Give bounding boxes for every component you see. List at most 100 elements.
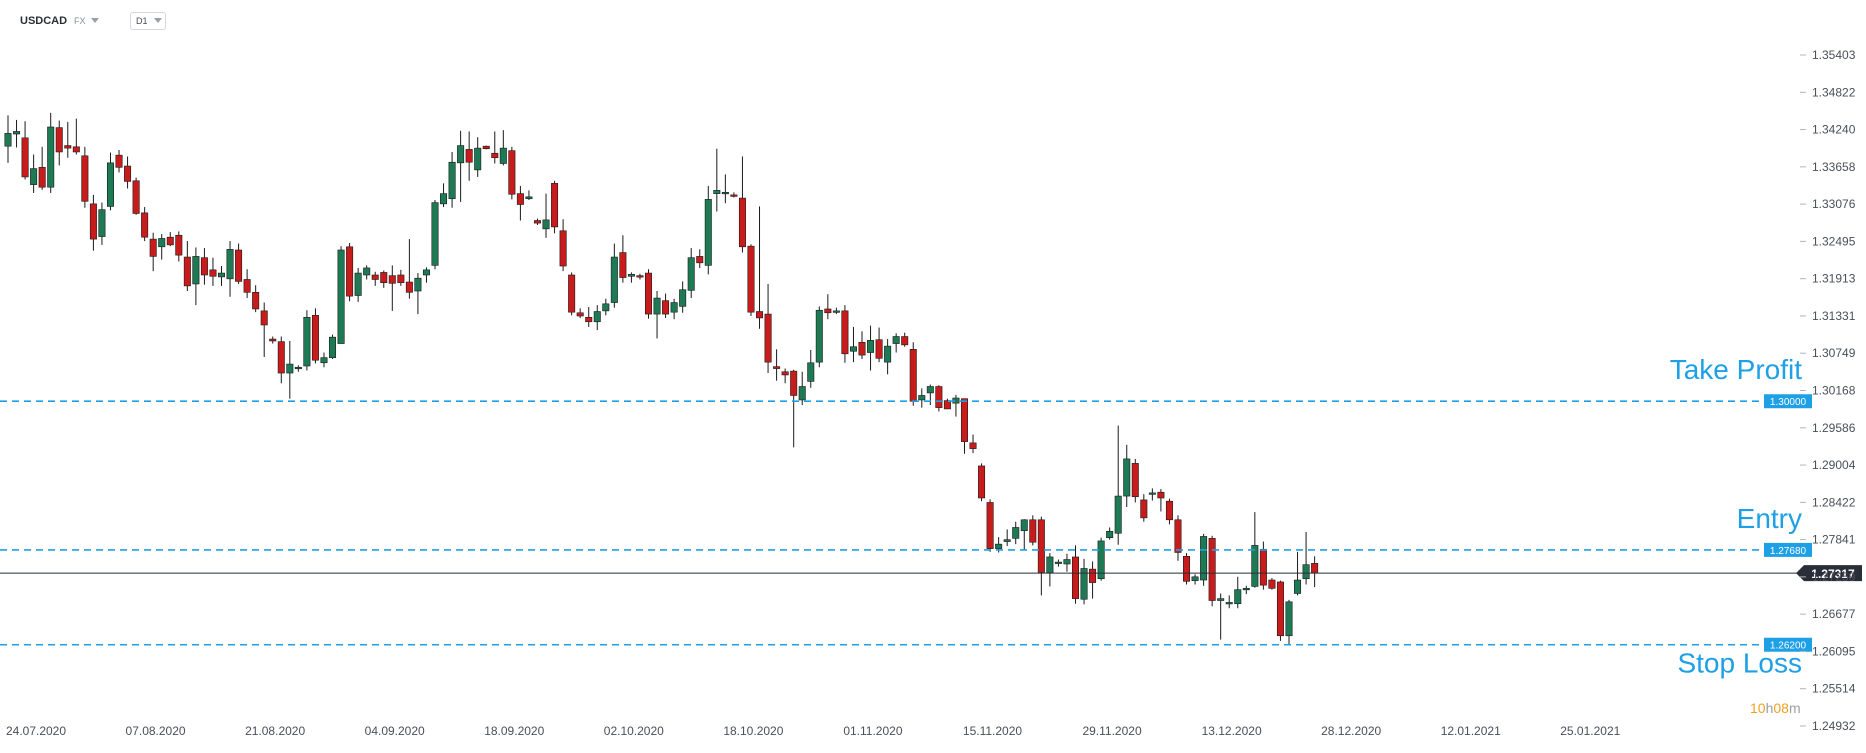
x-tick-label: 24.07.2020 xyxy=(6,724,66,738)
candle-body xyxy=(1140,499,1148,519)
y-tick-label: 1.34240 xyxy=(1812,123,1856,137)
timeframe-chevron-down-icon[interactable] xyxy=(154,18,162,23)
candle-body xyxy=(431,202,439,266)
candle xyxy=(593,305,601,331)
candle-body xyxy=(747,245,755,313)
candle xyxy=(1276,580,1284,641)
candle xyxy=(841,305,849,363)
candle xyxy=(807,349,815,388)
candle-body xyxy=(1046,556,1054,574)
candle xyxy=(465,131,473,181)
candle xyxy=(72,118,80,155)
candle xyxy=(1268,578,1276,590)
candle-body xyxy=(627,274,635,277)
candle-body xyxy=(832,310,840,313)
candle-body xyxy=(585,316,593,323)
candle-body xyxy=(21,137,29,178)
candle xyxy=(747,244,755,317)
candle xyxy=(30,154,38,193)
level-price-tag xyxy=(1764,542,1812,557)
candle xyxy=(1285,599,1293,645)
x-tick-label: 13.12.2020 xyxy=(1202,724,1262,738)
candle-body xyxy=(773,366,781,369)
candle-body xyxy=(644,272,652,315)
candle xyxy=(252,285,260,313)
candle-body xyxy=(576,312,584,317)
candle-body xyxy=(807,362,815,382)
candle-body xyxy=(858,341,866,356)
candle-body xyxy=(226,249,234,280)
x-tick-label: 02.10.2020 xyxy=(604,724,664,738)
timeframe-selector[interactable] xyxy=(130,12,166,30)
candle-body xyxy=(884,345,892,363)
candle-body xyxy=(106,162,114,207)
candle-body xyxy=(491,152,499,159)
candle xyxy=(935,385,943,412)
candle-body xyxy=(414,277,422,292)
candle-body xyxy=(559,230,567,267)
candle-body xyxy=(1037,519,1045,573)
timer-hours-unit: h xyxy=(1765,700,1774,716)
candle xyxy=(1063,553,1071,572)
timer-minutes-unit: m xyxy=(1788,700,1801,716)
x-tick-label: 18.09.2020 xyxy=(484,724,544,738)
candle-body xyxy=(815,309,823,363)
candle-body xyxy=(978,465,986,499)
x-tick-label: 12.01.2021 xyxy=(1441,724,1501,738)
candle xyxy=(773,349,781,381)
candle-body xyxy=(303,316,311,367)
candle xyxy=(721,174,729,204)
x-axis[interactable]: 24.07.2020 07.08.2020 21.08.2020 04.09.2020… xyxy=(6,724,1621,738)
level-price-label: 1.30000 xyxy=(1770,397,1807,408)
candle-body xyxy=(1183,556,1191,582)
candle-body xyxy=(72,146,80,153)
candle-body xyxy=(38,167,46,188)
candle-body xyxy=(243,279,251,293)
candle xyxy=(260,302,268,358)
candle-body xyxy=(960,398,968,442)
candle xyxy=(824,294,832,320)
candle xyxy=(662,293,670,318)
candle xyxy=(1157,489,1165,512)
candle xyxy=(670,298,678,320)
candle xyxy=(508,146,516,200)
candle-body xyxy=(713,190,721,194)
x-tick-label: 21.08.2020 xyxy=(245,724,305,738)
y-tick-label: 1.29586 xyxy=(1812,421,1856,435)
candle xyxy=(559,219,567,272)
candle-body xyxy=(533,220,541,224)
y-axis[interactable]: 1.35403 1.34822 1.34240 1.33658 1.33076 1.324… xyxy=(1800,48,1856,733)
candle xyxy=(363,265,371,280)
candle xyxy=(98,202,106,245)
x-tick-label: 25.01.2021 xyxy=(1560,724,1620,738)
symbol-label[interactable]: USDCAD xyxy=(20,15,68,27)
candle xyxy=(1080,558,1088,605)
candle-body xyxy=(252,291,260,310)
candle xyxy=(13,119,21,148)
candle xyxy=(867,325,875,371)
candle xyxy=(764,283,772,374)
candle xyxy=(226,241,234,297)
candle-body xyxy=(329,336,337,358)
candle-body xyxy=(474,147,482,171)
x-tick-label: 18.10.2020 xyxy=(723,724,783,738)
candle-body xyxy=(790,370,798,396)
candle-body xyxy=(704,199,712,266)
candle xyxy=(696,249,704,268)
candle xyxy=(64,121,72,158)
candle xyxy=(978,463,986,502)
candle xyxy=(943,398,951,410)
candle-body xyxy=(141,212,149,238)
candle-body xyxy=(132,180,140,214)
candle-body xyxy=(1268,579,1276,589)
symbol-dropdown-chevron-down-icon[interactable] xyxy=(91,18,99,23)
candle-body xyxy=(1080,568,1088,600)
candle xyxy=(1046,553,1054,587)
candle xyxy=(644,269,652,319)
candle xyxy=(602,298,610,316)
candle xyxy=(969,434,977,454)
candle-body xyxy=(516,193,524,205)
candle-body xyxy=(1089,568,1097,583)
